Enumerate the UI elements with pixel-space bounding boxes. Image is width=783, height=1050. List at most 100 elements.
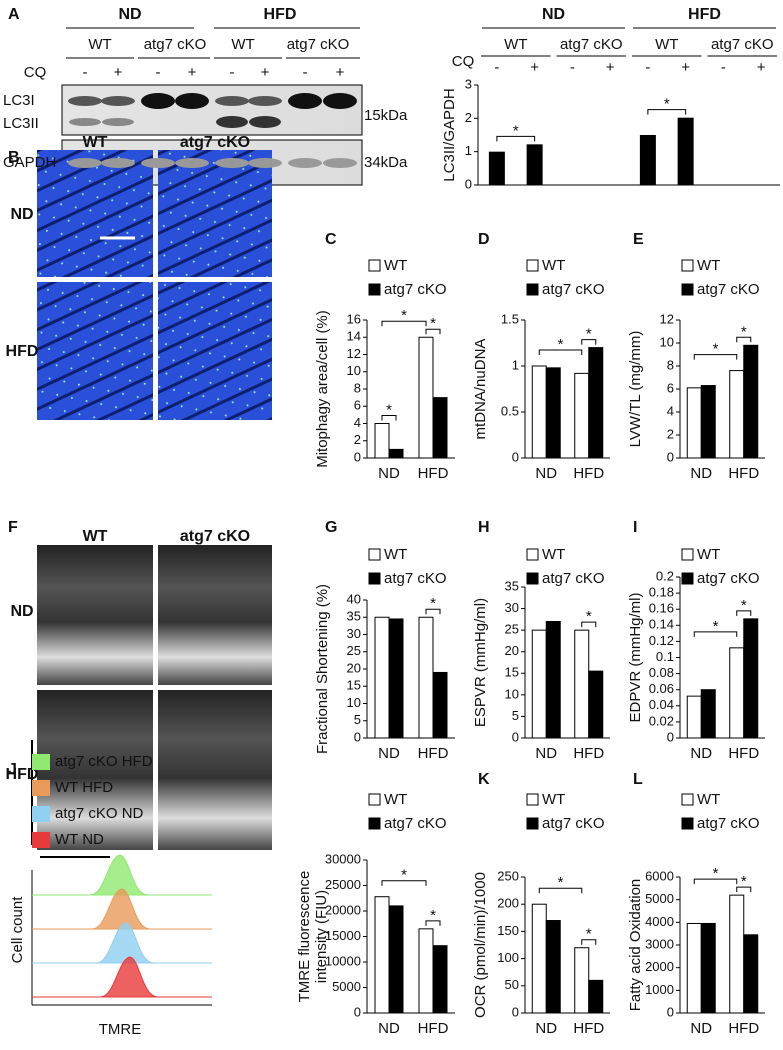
y-axis-label: Mitophagy area/cell (%) xyxy=(314,310,331,468)
bar xyxy=(374,423,390,459)
x-tick-label: + xyxy=(757,59,766,76)
bar xyxy=(729,894,745,1014)
y-tick-label: 0.02 xyxy=(649,713,674,728)
subgroup-label: WT xyxy=(504,36,527,53)
band xyxy=(102,118,134,126)
y-tick-label: 0.18 xyxy=(649,585,674,600)
panel-letter: K xyxy=(478,771,490,788)
x-tick-label: - xyxy=(494,59,499,76)
legend-swatch xyxy=(526,793,539,806)
y-tick-label: 0 xyxy=(667,1004,674,1019)
x-tick-label: ND xyxy=(690,465,712,482)
legend-swatch xyxy=(526,548,539,561)
y-tick-label: 0.14 xyxy=(649,617,674,632)
x-tick-label: HFD xyxy=(418,1020,449,1037)
panel-letter: J xyxy=(8,761,17,778)
significance: * xyxy=(713,865,719,882)
band-label: LC3II xyxy=(3,115,39,132)
significance: * xyxy=(430,907,436,924)
y-tick-label: 35 xyxy=(347,609,361,624)
legend-swatch xyxy=(368,259,381,272)
significance: * xyxy=(713,618,719,635)
y-tick-label: 6000 xyxy=(645,868,674,883)
x-tick-label: + xyxy=(530,59,539,76)
y-tick-label: 10 xyxy=(660,334,674,349)
band xyxy=(175,93,209,109)
legend-swatch xyxy=(681,817,694,830)
micrograph xyxy=(37,150,153,277)
group-label: HFD xyxy=(688,6,721,23)
bar xyxy=(588,670,604,739)
label: ND xyxy=(118,6,141,23)
significance-bracket xyxy=(538,887,583,894)
y-tick-label: 8 xyxy=(354,380,361,395)
x-tick-label: ND xyxy=(378,745,400,762)
band-label: LC3I xyxy=(3,92,35,109)
band xyxy=(101,96,135,106)
significance: * xyxy=(430,595,436,612)
y-tick-label: 20 xyxy=(347,660,361,675)
legend-swatch xyxy=(368,548,381,561)
legend-label: atg7 cKO xyxy=(384,570,447,587)
panel-letter: D xyxy=(478,231,490,248)
y-tick-label: 1 xyxy=(512,357,519,372)
y-tick-label: 16 xyxy=(347,311,361,326)
y-tick-label: 0.04 xyxy=(649,697,674,712)
y-tick-label: 8 xyxy=(667,357,674,372)
y-tick-label: 4 xyxy=(354,415,361,430)
y-tick-label: 5000 xyxy=(645,891,674,906)
legend-label: WT xyxy=(542,257,565,274)
y-tick-label: 5 xyxy=(354,712,361,727)
y-tick-label: 0 xyxy=(512,729,519,744)
y-tick-label: 0.12 xyxy=(649,633,674,648)
label: atg7 cKO xyxy=(180,528,250,545)
y-tick-label: 30000 xyxy=(325,851,361,866)
significance: * xyxy=(401,867,407,884)
band xyxy=(249,116,281,128)
micrograph xyxy=(158,150,272,277)
genotype: WT xyxy=(231,36,254,53)
bar xyxy=(574,629,590,739)
bar xyxy=(545,367,561,459)
bar xyxy=(432,671,448,739)
legend-swatch xyxy=(32,754,50,770)
dose: - xyxy=(156,64,161,81)
y-tick-label: 0 xyxy=(512,449,519,464)
y-tick-label: 3 xyxy=(465,76,472,91)
y-tick-label: 4 xyxy=(667,403,674,418)
micrograph xyxy=(37,282,153,420)
panel-letter: I xyxy=(633,519,637,536)
x-tick-label: HFD xyxy=(573,745,604,762)
x-tick-label: ND xyxy=(535,465,557,482)
x-tick-label: - xyxy=(721,59,726,76)
y-tick-label: 1.5 xyxy=(501,311,519,326)
bar xyxy=(729,647,745,739)
x-tick-label: - xyxy=(645,59,650,76)
y-tick-label: 0.06 xyxy=(649,681,674,696)
bar xyxy=(677,117,694,185)
y-tick-label: 2000 xyxy=(645,959,674,974)
y-tick-label: 4000 xyxy=(645,914,674,929)
legend-label: atg7 cKO xyxy=(542,570,605,587)
legend-swatch xyxy=(368,793,381,806)
subgroup-label: WT xyxy=(655,36,678,53)
band xyxy=(215,96,249,106)
label: HFD xyxy=(6,766,39,783)
x-tick-label: + xyxy=(681,59,690,76)
panel-letter: C xyxy=(325,231,337,248)
x-tick-label: ND xyxy=(690,745,712,762)
significance-bracket xyxy=(647,109,687,115)
legend-label: atg7 cKO xyxy=(697,815,760,832)
bar xyxy=(418,616,434,739)
y-tick-label: 0 xyxy=(465,176,472,191)
significance: * xyxy=(741,597,747,614)
bar xyxy=(418,928,434,1014)
y-tick-label: 20 xyxy=(505,643,519,658)
significance: * xyxy=(558,874,564,891)
legend-swatch xyxy=(681,259,694,272)
y-tick-label: 12 xyxy=(660,311,674,326)
band xyxy=(323,158,357,168)
dose: + xyxy=(188,64,197,81)
label: WT xyxy=(83,134,108,151)
y-tick-label: 5 xyxy=(512,708,519,723)
